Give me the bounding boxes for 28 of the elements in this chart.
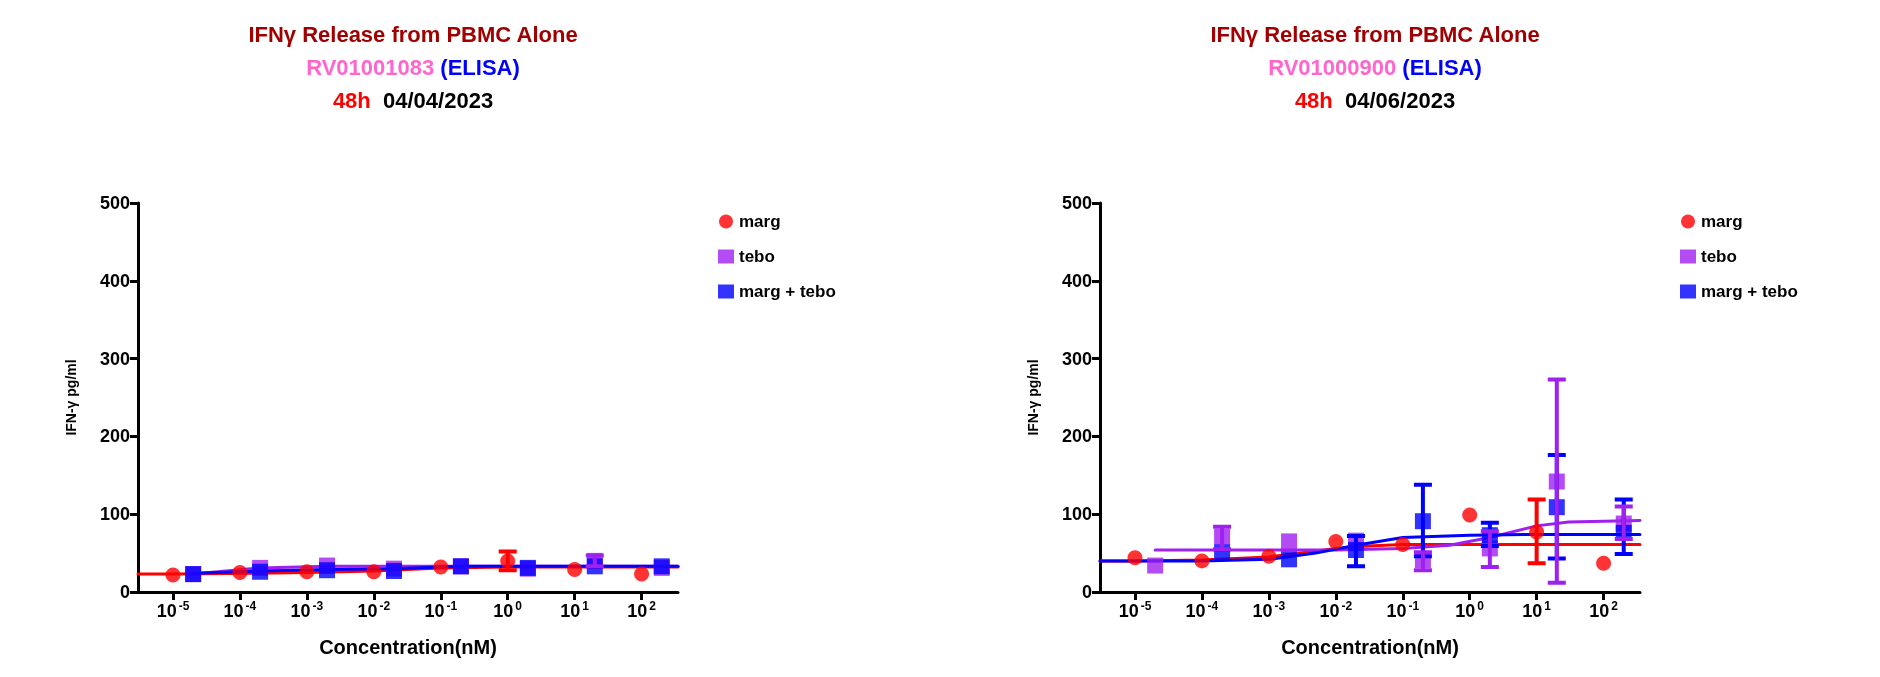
legend-label: tebo (739, 247, 775, 266)
legend-label: marg (739, 212, 781, 231)
y-tick-label: 300 (99, 348, 130, 369)
y-tick-label: 500 (99, 193, 130, 213)
legend-label: marg (1701, 212, 1743, 231)
legend-label: tebo (1701, 247, 1737, 266)
legend-label: marg + tebo (1701, 282, 1798, 301)
y-tick-label: 100 (99, 504, 130, 525)
text: 48h 04/06/2023 (1294, 88, 1456, 113)
legend-label: marg + tebo (739, 282, 836, 301)
y-tick-label: 100 (1061, 504, 1092, 525)
text: 48h 04/04/2023 (332, 88, 494, 113)
x-axis-title: Concentration(nM) (319, 636, 497, 658)
chart-title: IFNγ Release from PBMC Alone (1210, 22, 1540, 47)
y-tick-label: 500 (1061, 193, 1092, 213)
x-axis-title: Concentration(nM) (1281, 636, 1459, 658)
chart-title: IFNγ Release from PBMC Alone (248, 22, 578, 47)
y-tick-label: 0 (119, 582, 130, 602)
y-tick-label: 400 (99, 270, 130, 291)
y-axis-title: IFN-γ pg/ml (63, 359, 79, 436)
y-tick-label: 0 (1081, 582, 1092, 602)
y-axis-title: IFN-γ pg/ml (1025, 359, 1041, 436)
chart-subtitle: RV01001083 (ELISA) (306, 55, 520, 80)
y-tick-label: 400 (1061, 270, 1092, 291)
y-tick-label: 200 (1061, 426, 1092, 447)
y-tick-label: 300 (1061, 348, 1092, 369)
chart-subtitle: RV01000900 (ELISA) (1268, 55, 1482, 80)
y-tick-label: 200 (99, 426, 130, 447)
